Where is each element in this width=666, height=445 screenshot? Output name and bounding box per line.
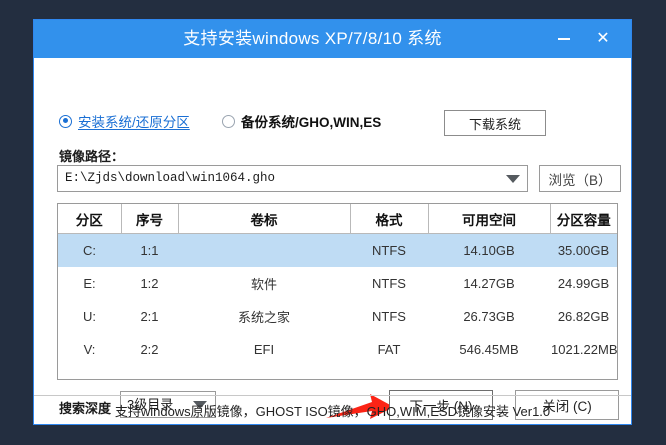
image-path-input[interactable]: E:\Zjds\download\win1064.gho: [57, 165, 528, 192]
cell-index: 1:2: [140, 276, 159, 291]
browse-button[interactable]: 浏览（B）: [539, 165, 621, 192]
image-path-label: 镜像路径：: [59, 149, 125, 164]
cell-volume-label: EFI: [253, 342, 275, 357]
cell-volume-label: 软件: [250, 277, 277, 292]
cell-index: 2:2: [140, 342, 159, 357]
chevron-down-icon[interactable]: [506, 175, 520, 183]
column-header-index: 序号: [121, 204, 179, 234]
chevron-down-icon[interactable]: [193, 401, 207, 409]
cell-free-space: 26.73GB: [463, 309, 515, 324]
cell-free-space: 14.27GB: [463, 276, 515, 291]
table-row[interactable]: U: 2:1 系统之家 NTFS 26.73GB 26.82GB: [58, 300, 617, 333]
cell-index: 1:1: [121, 233, 178, 267]
table-row[interactable]: V: 2:2 EFI FAT 546.45MB 1021.22MB: [58, 333, 617, 366]
table-row[interactable]: C: 1:1 NTFS 14.10GB 35.00GB: [58, 233, 617, 267]
cell-format: NTFS: [372, 276, 406, 291]
radio-install-system[interactable]: 安装系统/还原分区: [59, 111, 190, 131]
title-bar[interactable]: 支持安装windows XP/7/8/10 系统 ✕: [34, 20, 631, 58]
radio-backup-system[interactable]: 备份系统/GHO,WIN,ES: [222, 111, 381, 131]
mode-radio-group: 安装系统/还原分区 备份系统/GHO,WIN,ES 下载系统: [34, 110, 631, 137]
column-header-format: 格式: [350, 204, 429, 234]
radio-install-label: 安装系统/还原分区: [78, 115, 190, 130]
search-depth-value: 3级目录: [127, 397, 174, 412]
image-path-value: E:\Zjds\download\win1064.gho: [65, 171, 276, 185]
search-depth-label: 搜索深度: [59, 401, 112, 416]
download-system-button[interactable]: 下载系统: [444, 110, 546, 136]
cell-index: 2:1: [140, 309, 159, 324]
cell-capacity: 35.00GB: [550, 233, 617, 267]
cell-volume-label: 系统之家: [237, 310, 290, 325]
cell-partition: V:: [83, 342, 96, 357]
cell-partition: E:: [83, 276, 96, 291]
radio-backup-label: 备份系统/GHO,WIN,ES: [241, 115, 382, 130]
table-row[interactable]: E: 1:2 软件 NTFS 14.27GB 24.99GB: [58, 267, 617, 300]
cell-format: NTFS: [350, 233, 428, 267]
column-header-capacity: 分区容量: [550, 204, 617, 234]
column-header-partition: 分区: [58, 204, 122, 234]
cell-free-space: 546.45MB: [459, 342, 519, 357]
footer-text: 支持windows原版镜像，GHOST ISO镜像，GHO,WIM,ESD镜像安…: [114, 403, 551, 419]
cell-free-space: 14.10GB: [428, 233, 550, 267]
window-body: 安装系统/还原分区 备份系统/GHO,WIN,ES 下载系统 镜像路径： E:\…: [34, 58, 631, 424]
cell-format: NTFS: [372, 309, 406, 324]
cell-partition: U:: [83, 309, 96, 324]
window-title: 支持安装windows XP/7/8/10 系统: [183, 29, 442, 48]
cell-partition: C:: [58, 233, 121, 267]
cell-capacity: 1021.22MB: [551, 342, 618, 357]
radio-selected-icon: [59, 114, 72, 128]
cell-volume-label: [178, 233, 350, 267]
partition-table[interactable]: 分区 序号 卷标 格式 可用空间 分区容量 C: 1:1 NTFS 14.10: [57, 203, 618, 380]
radio-unselected-icon: [222, 114, 235, 128]
cell-format: FAT: [377, 342, 401, 357]
column-header-volume-label: 卷标: [178, 204, 351, 234]
table-header-row: 分区 序号 卷标 格式 可用空间 分区容量: [58, 204, 617, 234]
cell-capacity: 26.82GB: [557, 309, 610, 324]
close-icon[interactable]: ✕: [596, 30, 610, 47]
footer-bar: 支持windows原版镜像，GHOST ISO镜像，GHO,WIM,ESD镜像安…: [34, 395, 631, 424]
installer-window: 支持安装windows XP/7/8/10 系统 ✕ 安装系统/还原分区 备份系…: [33, 19, 632, 425]
minimize-icon[interactable]: [549, 20, 579, 58]
cell-capacity: 24.99GB: [557, 276, 610, 291]
column-header-free-space: 可用空间: [428, 204, 551, 234]
